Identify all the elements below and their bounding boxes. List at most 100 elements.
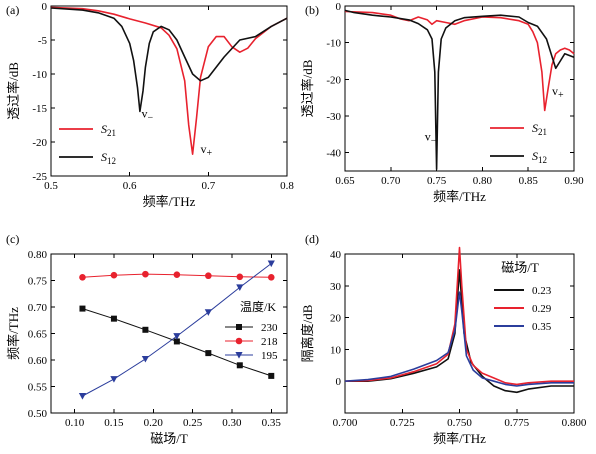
series-line-0.35: [344, 291, 574, 387]
data-point-230: [110, 315, 117, 322]
data-point-195: [110, 376, 118, 383]
x-tick-label: 0.7: [201, 180, 215, 192]
y-tick-label: -15: [32, 103, 47, 115]
peak-annotation: v−: [141, 107, 153, 124]
legend-label: S12: [532, 149, 547, 165]
x-tick-label: 0.65: [335, 175, 355, 187]
legend: 温度/K 230 218 195: [225, 299, 278, 362]
legend-label: 230: [261, 322, 278, 334]
peak-annotation: v+: [552, 84, 564, 101]
data-point-195: [204, 309, 212, 316]
x-tick-label: 0.35: [262, 417, 282, 429]
x-axis-label: 频率/THz: [433, 431, 486, 446]
legend-label: 0.23: [532, 285, 552, 297]
y-axis-label: 透过率/dB: [6, 62, 21, 120]
panel-label: (c): [6, 232, 19, 246]
y-tick-label: 0.65: [28, 329, 48, 341]
data-point-230: [236, 362, 243, 369]
data-point-195: [173, 333, 181, 340]
legend-title: 温度/K: [240, 299, 276, 314]
x-tick-label: 0.8: [280, 180, 294, 192]
x-tick-label: 0.25: [183, 417, 203, 429]
legend-label: S21: [532, 121, 547, 137]
panel-label: (d): [305, 232, 319, 246]
data-point-218: [79, 274, 86, 281]
y-tick-label: 40: [330, 249, 342, 261]
data-point-195: [141, 355, 149, 363]
legend: 磁场/T 0.23 0.29 0.35: [494, 260, 552, 333]
data-point-230: [173, 338, 180, 345]
x-tick-label: 0.30: [222, 417, 242, 429]
x-tick-label: 0.725: [390, 417, 415, 429]
x-tick-label: 0.75: [427, 175, 447, 187]
series-line-S21: [344, 10, 575, 112]
y-tick-label: 10: [330, 344, 342, 356]
x-axis-label: 磁场/T: [150, 431, 188, 446]
y-tick-label: -30: [326, 111, 341, 123]
data-point-218: [142, 270, 149, 278]
data-point-218: [205, 272, 212, 280]
legend: S21 S12: [490, 121, 547, 165]
legend-label: 195: [261, 350, 278, 362]
x-axis-label: 频率/THz: [143, 194, 196, 209]
x-tick-label: 0.800: [562, 417, 587, 429]
y-axis-label: 隔离度/dB: [300, 304, 315, 362]
x-tick-label: 0.85: [519, 175, 539, 187]
y-tick-label: 0.80: [28, 249, 48, 261]
y-tick-label: 0.55: [28, 382, 48, 394]
y-tick-label: 0.75: [28, 276, 48, 288]
y-tick-label: -10: [326, 38, 341, 50]
legend-label: 0.29: [532, 303, 552, 315]
legend-marker: [235, 337, 243, 345]
legend-label: S12: [101, 150, 116, 166]
legend-title: 磁场/T: [501, 260, 539, 275]
y-tick-label: 0.70: [28, 302, 48, 314]
legend: S21 S12: [59, 122, 116, 166]
peak-annotation: v+: [200, 142, 212, 159]
data-point-230: [268, 372, 275, 379]
legend-label: S21: [101, 122, 116, 138]
data-point-195: [267, 260, 275, 268]
x-tick-label: 0.6: [123, 180, 137, 192]
legend-label: 0.35: [532, 321, 552, 333]
data-point-230: [79, 305, 86, 312]
data-point-218: [267, 274, 275, 281]
y-axis-label: 频率/THz: [6, 307, 21, 360]
x-tick-label: 0.750: [447, 417, 472, 429]
data-point-230: [205, 350, 212, 357]
data-point-218: [236, 273, 244, 281]
panel-c: (c) 0.10 0.15 0.20 0.25 0.30 0.35 0.50 0.55 0.60 0…: [6, 232, 288, 446]
peak-annotation: v−: [425, 130, 437, 147]
y-tick-label: -25: [32, 171, 47, 183]
y-tick-label: 30: [330, 281, 342, 293]
x-tick-label: 0.15: [104, 417, 124, 429]
y-tick-label: -5: [38, 35, 48, 47]
panel-b: (b) 0.65 0.70 0.75 0.80 0.85 0.90 0 -10 -20 -30 -40…: [300, 1, 584, 204]
legend-marker: [235, 352, 243, 359]
x-tick-label: 0.5: [44, 180, 58, 192]
plot-frame: [344, 5, 575, 172]
legend-label: 218: [261, 336, 278, 348]
panel-label: (b): [305, 3, 319, 17]
x-tick-label: 0.700: [333, 417, 358, 429]
data-point-195: [236, 284, 244, 291]
y-axis-label: 透过率/dB: [300, 59, 315, 117]
x-tick-label: 0.20: [144, 417, 164, 429]
y-tick-label: 0: [336, 376, 342, 388]
y-tick-label: -20: [326, 74, 341, 86]
x-tick-label: 0.775: [504, 417, 529, 429]
data-point-218: [110, 271, 118, 279]
x-tick-label: 0.90: [564, 175, 584, 187]
panel-d: (d) 0.700 0.725 0.750 0.775 0.800 0 10 20 30 40 频率/…: [300, 232, 587, 446]
series-line-S12: [344, 9, 575, 170]
data-point-195: [78, 393, 87, 400]
legend-marker: [236, 324, 242, 330]
y-tick-label: 20: [330, 313, 342, 325]
x-tick-label: 0.80: [473, 175, 493, 187]
y-tick-label: -40: [326, 148, 341, 160]
x-axis-label: 频率/THz: [433, 189, 486, 204]
series-line-S12: [50, 7, 288, 113]
panel-label: (a): [6, 3, 19, 17]
